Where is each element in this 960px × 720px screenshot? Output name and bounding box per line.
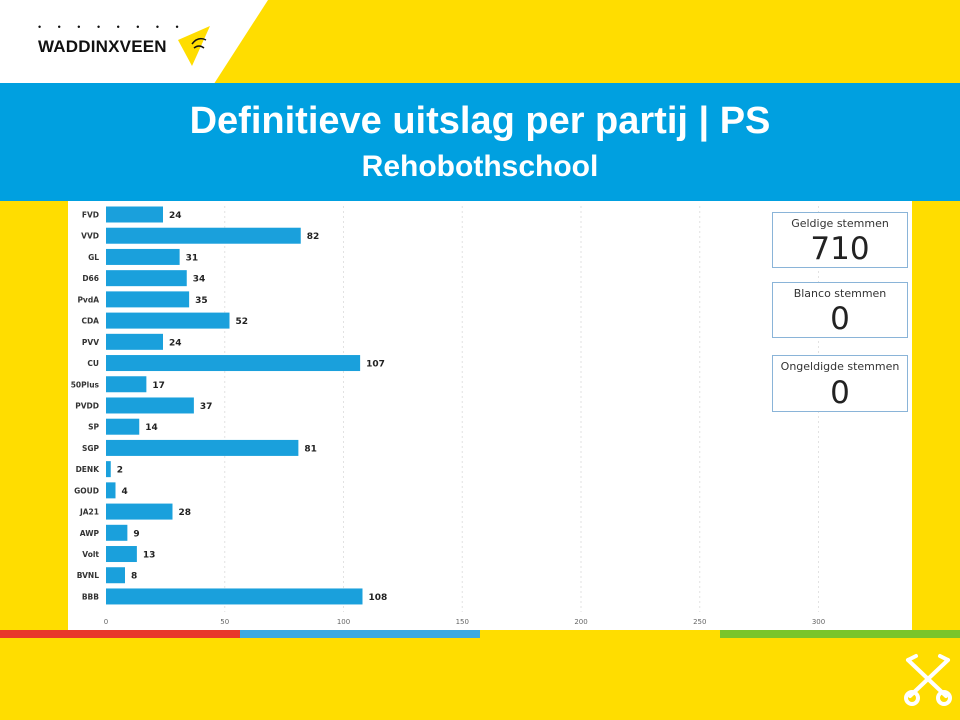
header-background: [0, 0, 268, 90]
data-label: 35: [195, 296, 208, 306]
bar: [106, 206, 163, 223]
x-tick-label: 250: [693, 618, 706, 626]
valid-votes-value: 710: [810, 231, 870, 267]
bar: [106, 397, 194, 414]
stripe-blue: [240, 630, 480, 638]
invalid-votes-label: Ongeldigde stemmen: [780, 360, 900, 373]
category-label: BVNL: [77, 571, 99, 580]
blank-votes-label: Blanco stemmen: [793, 287, 887, 300]
x-tick-label: 100: [337, 618, 350, 626]
data-label: 37: [200, 402, 213, 412]
category-label: CU: [87, 359, 99, 368]
category-label: SGP: [82, 444, 100, 453]
data-label: 28: [179, 508, 192, 518]
data-label: 13: [143, 551, 156, 561]
bar: [106, 546, 137, 563]
bar: [106, 461, 111, 478]
data-label: 31: [186, 253, 199, 263]
logo-dots: • • • • • • • •: [38, 22, 186, 32]
data-label: 24: [169, 211, 182, 221]
stripe-yellow: [480, 630, 720, 638]
valid-votes-label: Geldige stemmen: [791, 217, 889, 230]
category-label: SP: [88, 423, 99, 432]
category-label: 50Plus: [71, 380, 100, 389]
data-label: 107: [366, 360, 385, 370]
chart-panel: [68, 201, 912, 631]
data-label: 9: [133, 529, 139, 539]
x-tick-label: 200: [574, 618, 587, 626]
page-subtitle: Rehobothschool: [361, 150, 599, 183]
data-label: 108: [369, 593, 388, 603]
bar: [106, 227, 301, 244]
data-label: 4: [122, 487, 128, 497]
bar: [106, 376, 147, 393]
category-label: Volt: [82, 550, 99, 559]
x-tick-label: 150: [456, 618, 469, 626]
title-banner: [0, 83, 960, 201]
valid-votes-card: Geldige stemmen 710: [772, 212, 908, 268]
category-label: DENK: [76, 465, 101, 474]
blank-votes-value: 0: [830, 301, 850, 337]
bar: [106, 270, 187, 287]
bar: [106, 567, 125, 584]
data-label: 17: [152, 381, 165, 391]
x-tick-label: 0: [104, 618, 108, 626]
logo-text: WADDINXVEEN: [38, 37, 167, 56]
category-label: PvdA: [77, 295, 99, 304]
bar: [106, 418, 140, 435]
bar: [106, 482, 116, 499]
blank-votes-card: Blanco stemmen 0: [772, 282, 908, 338]
category-label: GOUD: [74, 486, 99, 495]
category-label: D66: [82, 274, 99, 283]
data-label: 8: [131, 572, 137, 582]
category-label: JA21: [79, 508, 99, 517]
bar: [106, 333, 163, 350]
x-tick-label: 50: [220, 618, 229, 626]
bar: [106, 439, 299, 456]
category-label: BBB: [82, 592, 99, 601]
logo-emblem-icon: [178, 26, 210, 66]
category-label: PVDD: [75, 401, 99, 410]
data-label: 81: [304, 444, 317, 454]
municipality-logo: • • • • • • • • WADDINXVEEN: [38, 22, 218, 72]
keys-emblem-icon: [904, 654, 952, 706]
bar: [106, 588, 363, 605]
category-label: CDA: [81, 317, 99, 326]
page-title: Definitieve uitslag per partij | PS: [189, 100, 771, 142]
data-label: 82: [307, 232, 320, 242]
category-label: VVD: [81, 232, 99, 241]
category-label: AWP: [80, 529, 100, 538]
invalid-votes-card: Ongeldigde stemmen 0: [772, 355, 908, 412]
x-tick-label: 300: [812, 618, 825, 626]
bar: [106, 503, 173, 520]
data-label: 14: [145, 423, 158, 433]
bar: [106, 524, 128, 541]
data-label: 2: [117, 466, 123, 476]
bar: [106, 312, 230, 329]
category-label: FVD: [82, 211, 99, 220]
category-label: GL: [88, 253, 99, 262]
data-label: 52: [236, 317, 249, 327]
top-header-area: [0, 0, 960, 90]
category-label: PVV: [82, 338, 99, 347]
data-label: 24: [169, 338, 182, 348]
stripe-red: [0, 630, 240, 638]
bar: [106, 355, 361, 372]
stripe-green: [720, 630, 960, 638]
bar: [106, 248, 180, 265]
invalid-votes-value: 0: [830, 375, 850, 411]
bar: [106, 291, 190, 308]
data-label: 34: [193, 275, 206, 285]
